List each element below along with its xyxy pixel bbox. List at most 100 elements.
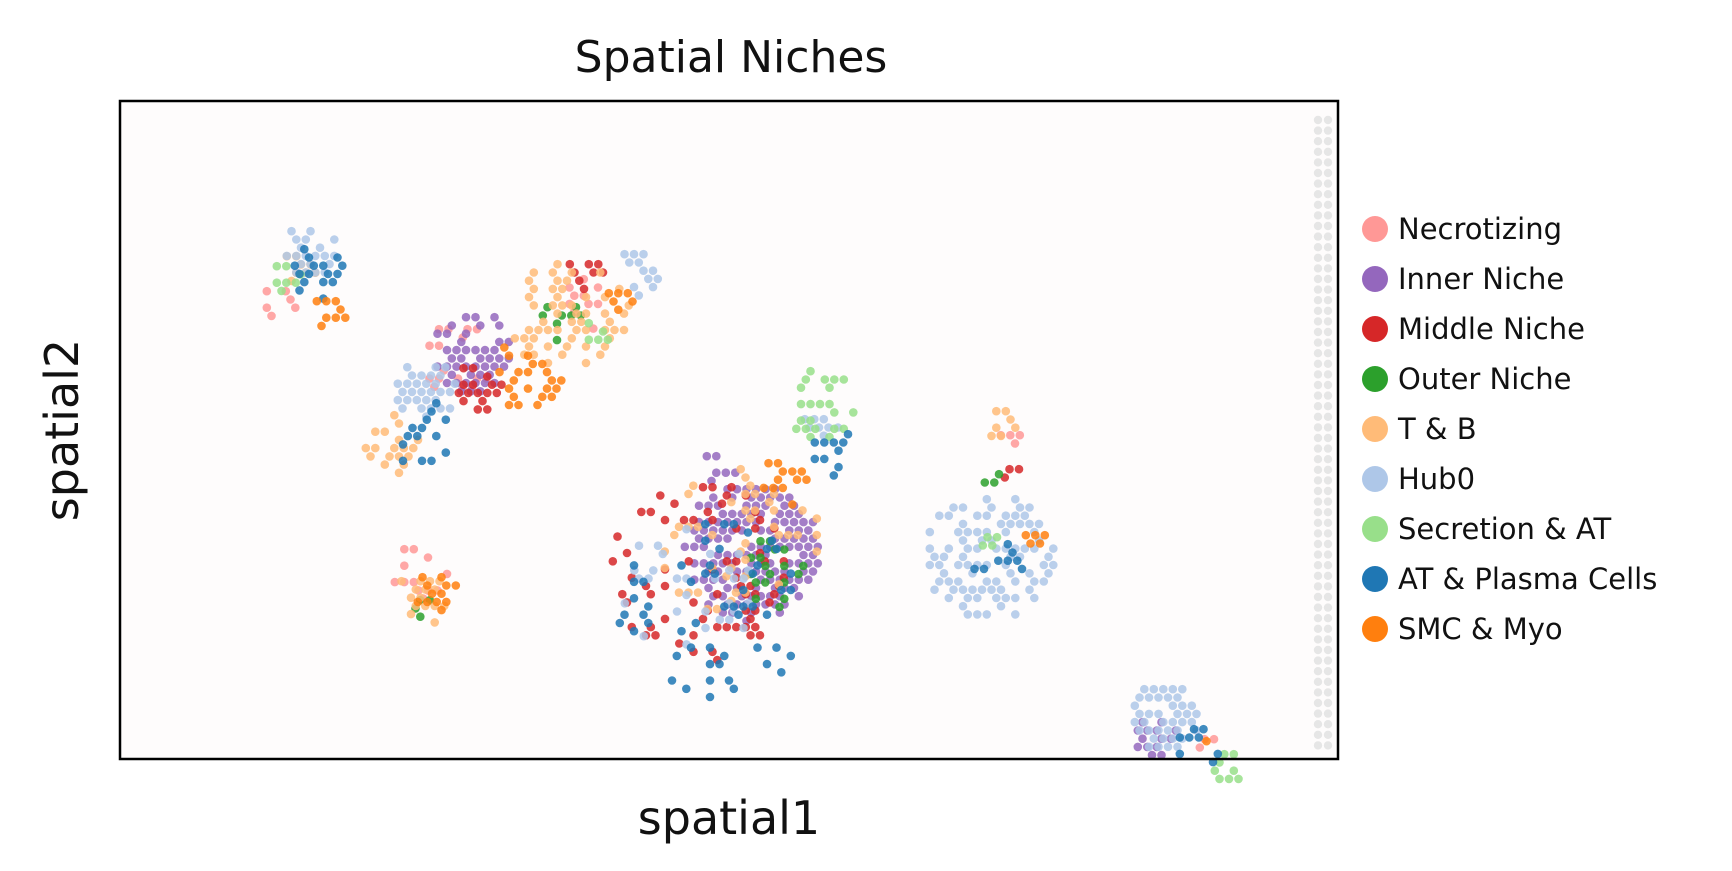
spot-inner-niche bbox=[804, 575, 813, 584]
background-spot bbox=[1313, 518, 1323, 527]
spot-necrotizing bbox=[409, 544, 419, 554]
spot-middle-niche bbox=[459, 380, 468, 390]
spot-inner-niche bbox=[723, 583, 732, 593]
background-spot bbox=[1313, 486, 1323, 496]
spot-hub0 bbox=[996, 519, 1006, 529]
spot-secretion-and-at bbox=[1224, 774, 1234, 784]
spot-at-and-plasma-cells bbox=[333, 269, 342, 279]
spot-secretion-and-at bbox=[584, 318, 594, 328]
background-spot bbox=[1313, 402, 1323, 411]
spot-t-and-b bbox=[1006, 415, 1015, 424]
spot-at-and-plasma-cells bbox=[417, 423, 427, 433]
spot-t-and-b bbox=[553, 325, 562, 335]
spot-at-and-plasma-cells bbox=[720, 519, 729, 529]
spot-t-and-b bbox=[520, 334, 529, 343]
spot-inner-niche bbox=[813, 559, 823, 568]
background-spot bbox=[1323, 243, 1333, 252]
spot-secretion-and-at bbox=[849, 408, 858, 417]
spot-t-and-b bbox=[366, 452, 375, 461]
spot-at-and-plasma-cells bbox=[295, 269, 304, 279]
spot-inner-niche bbox=[495, 321, 504, 330]
background-spot bbox=[1313, 317, 1323, 326]
background-spot bbox=[1323, 571, 1333, 580]
spot-hub0 bbox=[1187, 717, 1197, 727]
spot-at-and-plasma-cells bbox=[1003, 556, 1013, 565]
spot-t-and-b bbox=[562, 276, 572, 286]
spot-middle-niche bbox=[717, 499, 727, 509]
spot-secretion-and-at bbox=[598, 327, 608, 336]
spot-middle-niche bbox=[473, 405, 483, 414]
spot-hub0 bbox=[944, 593, 954, 603]
spot-hub0 bbox=[1163, 742, 1173, 752]
spot-inner-niche bbox=[495, 337, 504, 347]
spot-middle-niche bbox=[722, 622, 732, 632]
spot-inner-niche bbox=[461, 345, 471, 355]
y-axis-label: spatial2 bbox=[35, 339, 89, 521]
spot-necrotizing bbox=[1195, 743, 1205, 752]
legend-label: Hub0 bbox=[1398, 462, 1475, 496]
spot-t-and-b bbox=[765, 497, 774, 507]
background-spot bbox=[1323, 508, 1333, 517]
spot-t-and-b bbox=[534, 325, 543, 335]
spot-middle-niche bbox=[732, 622, 741, 632]
background-spot bbox=[1323, 306, 1333, 315]
spot-t-and-b bbox=[581, 292, 591, 302]
spot-hub0 bbox=[973, 610, 982, 619]
spot-middle-niche bbox=[751, 622, 760, 632]
spot-hub0 bbox=[450, 379, 460, 389]
spot-hub0 bbox=[292, 251, 301, 261]
spot-smc-and-myo bbox=[509, 392, 519, 402]
legend-item-outer-niche: Outer Niche bbox=[1362, 362, 1571, 396]
spot-inner-niche bbox=[485, 354, 495, 363]
spot-inner-niche bbox=[785, 493, 794, 502]
background-spot bbox=[1323, 444, 1333, 453]
spot-at-and-plasma-cells bbox=[328, 277, 338, 287]
spot-hub0 bbox=[1154, 709, 1163, 719]
spot-middle-niche bbox=[770, 589, 779, 599]
spot-hub0 bbox=[292, 235, 301, 244]
spot-middle-niche bbox=[594, 259, 603, 269]
spot-middle-niche bbox=[478, 396, 487, 406]
spot-hub0 bbox=[930, 552, 939, 562]
spot-smc-and-myo bbox=[500, 343, 509, 352]
spot-hub0 bbox=[1025, 569, 1034, 578]
spot-t-and-b bbox=[567, 301, 577, 310]
spot-hub0 bbox=[954, 527, 963, 537]
spot-hub0 bbox=[1173, 726, 1182, 735]
spot-inner-niche bbox=[723, 534, 732, 543]
spot-hub0 bbox=[1178, 701, 1187, 710]
spot-middle-niche bbox=[660, 581, 670, 591]
spot-t-and-b bbox=[750, 506, 760, 515]
spot-t-and-b bbox=[529, 334, 539, 343]
spot-necrotizing bbox=[390, 577, 400, 587]
background-spot bbox=[1313, 433, 1323, 443]
spot-necrotizing bbox=[409, 577, 419, 587]
spot-inner-niche bbox=[799, 517, 808, 527]
spot-hub0 bbox=[715, 615, 725, 624]
background-spot bbox=[1313, 274, 1323, 284]
legend-item-inner-niche: Inner Niche bbox=[1362, 262, 1564, 296]
spot-necrotizing bbox=[570, 291, 579, 301]
spot-t-and-b bbox=[524, 325, 534, 335]
spot-hub0 bbox=[1030, 577, 1039, 586]
spot-t-and-b bbox=[741, 539, 750, 548]
spot-at-and-plasma-cells bbox=[720, 602, 729, 611]
spot-necrotizing bbox=[262, 286, 272, 296]
spot-inner-niche bbox=[723, 550, 732, 560]
background-spot bbox=[1313, 200, 1323, 209]
spot-hub0 bbox=[1192, 709, 1201, 719]
spot-secretion-and-at bbox=[830, 408, 839, 417]
spot-smc-and-myo bbox=[495, 367, 504, 377]
spot-hub0 bbox=[944, 544, 954, 553]
spot-at-and-plasma-cells bbox=[629, 626, 639, 636]
spot-hub0 bbox=[436, 371, 445, 380]
spot-at-and-plasma-cells bbox=[705, 643, 715, 652]
spot-hub0 bbox=[1178, 684, 1187, 694]
background-spot bbox=[1323, 582, 1333, 591]
spot-at-and-plasma-cells bbox=[1199, 724, 1208, 734]
spot-t-and-b bbox=[750, 489, 760, 499]
spot-middle-niche bbox=[497, 380, 506, 390]
spot-at-and-plasma-cells bbox=[829, 471, 839, 480]
spot-inner-niche bbox=[794, 542, 804, 552]
series-outer-niche bbox=[411, 302, 1004, 621]
